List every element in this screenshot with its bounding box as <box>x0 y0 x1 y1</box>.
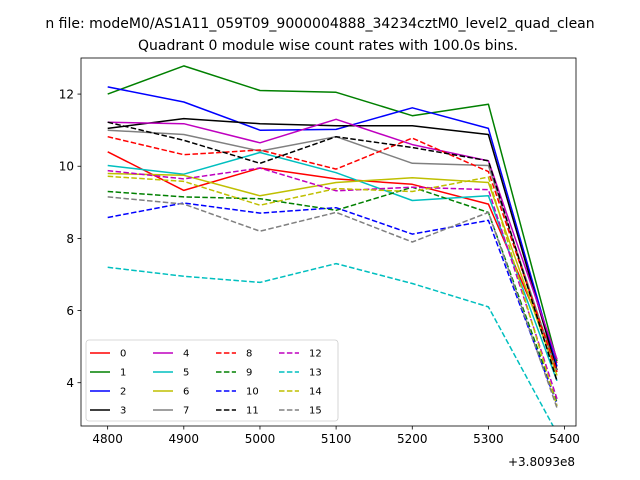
chart-title: Quadrant 0 module wise count rates with … <box>138 38 518 54</box>
legend-label-8: 8 <box>246 349 252 360</box>
legend-label-4: 4 <box>183 349 189 360</box>
legend-label-6: 6 <box>183 387 189 398</box>
legend-label-10: 10 <box>246 387 259 398</box>
chart-suptitle: n file: modeM0/AS1A11_059T09_9000004888_… <box>45 16 594 32</box>
x-tick-label-4800: 4800 <box>92 432 123 446</box>
legend-label-14: 14 <box>309 387 322 398</box>
y-tick-label-4: 4 <box>66 376 74 390</box>
series-line-15 <box>107 196 558 409</box>
x-tick-label-5300: 5300 <box>473 432 504 446</box>
series-line-2 <box>107 86 558 367</box>
series-line-4 <box>107 118 558 360</box>
x-tick-label-5400: 5400 <box>549 432 580 446</box>
series-lines <box>107 65 558 426</box>
x-offset-label: +3.8093e8 <box>508 455 575 469</box>
y-tick-label-8: 8 <box>66 232 74 246</box>
series-line-5 <box>107 151 558 382</box>
y-tick-label-10: 10 <box>59 160 74 174</box>
y-tick-label-12: 12 <box>59 88 74 102</box>
legend-label-2: 2 <box>120 387 126 398</box>
series-line-14 <box>107 175 558 407</box>
legend-label-1: 1 <box>120 368 126 379</box>
series-line-13 <box>107 262 554 426</box>
legend-label-11: 11 <box>246 406 259 417</box>
series-line-1 <box>107 65 558 362</box>
legend-label-15: 15 <box>309 406 322 417</box>
x-tick-label-5200: 5200 <box>397 432 428 446</box>
series-line-10 <box>107 202 558 405</box>
legend-label-9: 9 <box>246 368 252 379</box>
x-tick-label-5100: 5100 <box>321 432 352 446</box>
legend-box <box>85 339 339 422</box>
legend-label-3: 3 <box>120 406 126 417</box>
series-line-3 <box>107 117 558 371</box>
series-line-11 <box>107 121 558 382</box>
legend-label-0: 0 <box>120 349 126 360</box>
x-tick-label-4900: 4900 <box>169 432 200 446</box>
legend-label-12: 12 <box>309 349 322 360</box>
series-line-6 <box>107 172 558 376</box>
axes-frame <box>80 57 577 427</box>
series-group <box>107 65 558 426</box>
legend-label-7: 7 <box>183 406 189 417</box>
legend-label-5: 5 <box>183 368 189 379</box>
y-tick-label-6: 6 <box>66 304 74 318</box>
series-line-8 <box>107 135 558 373</box>
series-line-12 <box>107 167 558 400</box>
legend-label-13: 13 <box>309 368 322 379</box>
x-tick-label-5000: 5000 <box>245 432 276 446</box>
series-line-0 <box>107 151 558 364</box>
